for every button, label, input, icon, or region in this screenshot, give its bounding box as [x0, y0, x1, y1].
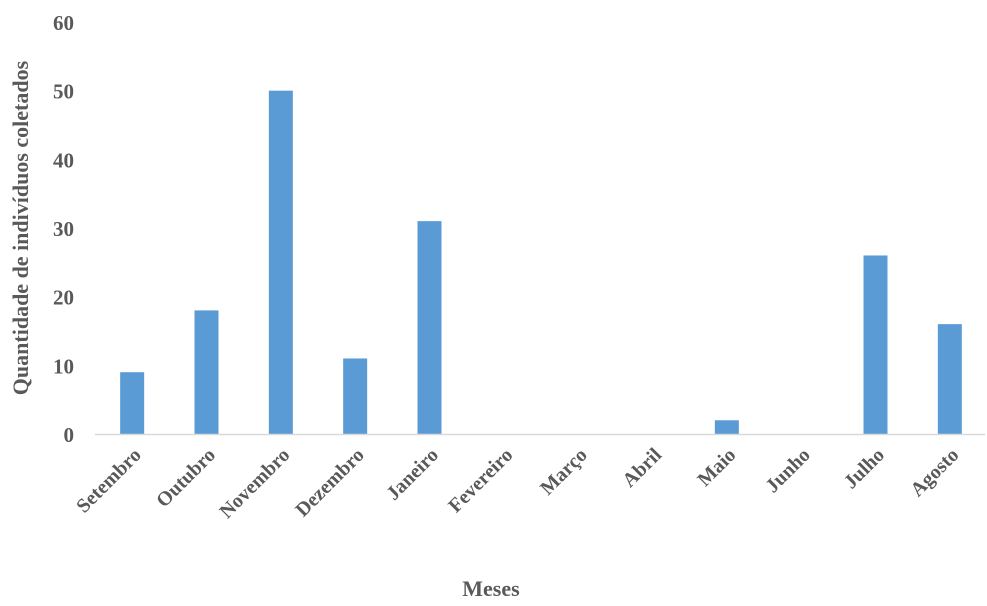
bar-agosto [937, 324, 962, 434]
x-tick-label: Novembro [215, 444, 294, 523]
y-tick-label: 60 [53, 11, 74, 35]
bar-maio [714, 420, 739, 434]
x-tick-label: Janeiro [382, 444, 443, 505]
bar-novembro [268, 90, 293, 435]
x-tick-label: Maio [693, 444, 740, 491]
bar-setembro [120, 372, 145, 434]
y-tick-label: 0 [64, 423, 75, 447]
x-tick-label: Julho [840, 444, 889, 493]
y-axis-title: Quantidade de indivíduos coletados [8, 60, 33, 395]
bar-julho [863, 255, 888, 434]
y-axis-ticks: 0 10 20 30 40 50 60 [53, 11, 74, 447]
x-tick-label: Dezembro [291, 444, 368, 521]
y-tick-label: 40 [53, 148, 74, 172]
y-tick-label: 30 [53, 217, 74, 241]
bars [120, 90, 962, 435]
x-tick-label: Junho [761, 444, 814, 497]
x-tick-label: Fevereiro [444, 444, 517, 517]
x-tick-label: Outubro [152, 444, 220, 512]
y-tick-label: 10 [53, 354, 74, 378]
bar-outubro [194, 310, 219, 434]
x-tick-label: Agosto [906, 444, 963, 501]
x-tick-label: Março [536, 444, 592, 500]
y-tick-label: 50 [53, 80, 74, 104]
x-tick-label: Setembro [72, 444, 145, 517]
x-axis-title: Meses [462, 576, 520, 601]
bar-janeiro [417, 221, 442, 434]
y-tick-label: 20 [53, 286, 74, 310]
bar-dezembro [343, 358, 368, 434]
x-tick-label: Abril [618, 444, 666, 492]
